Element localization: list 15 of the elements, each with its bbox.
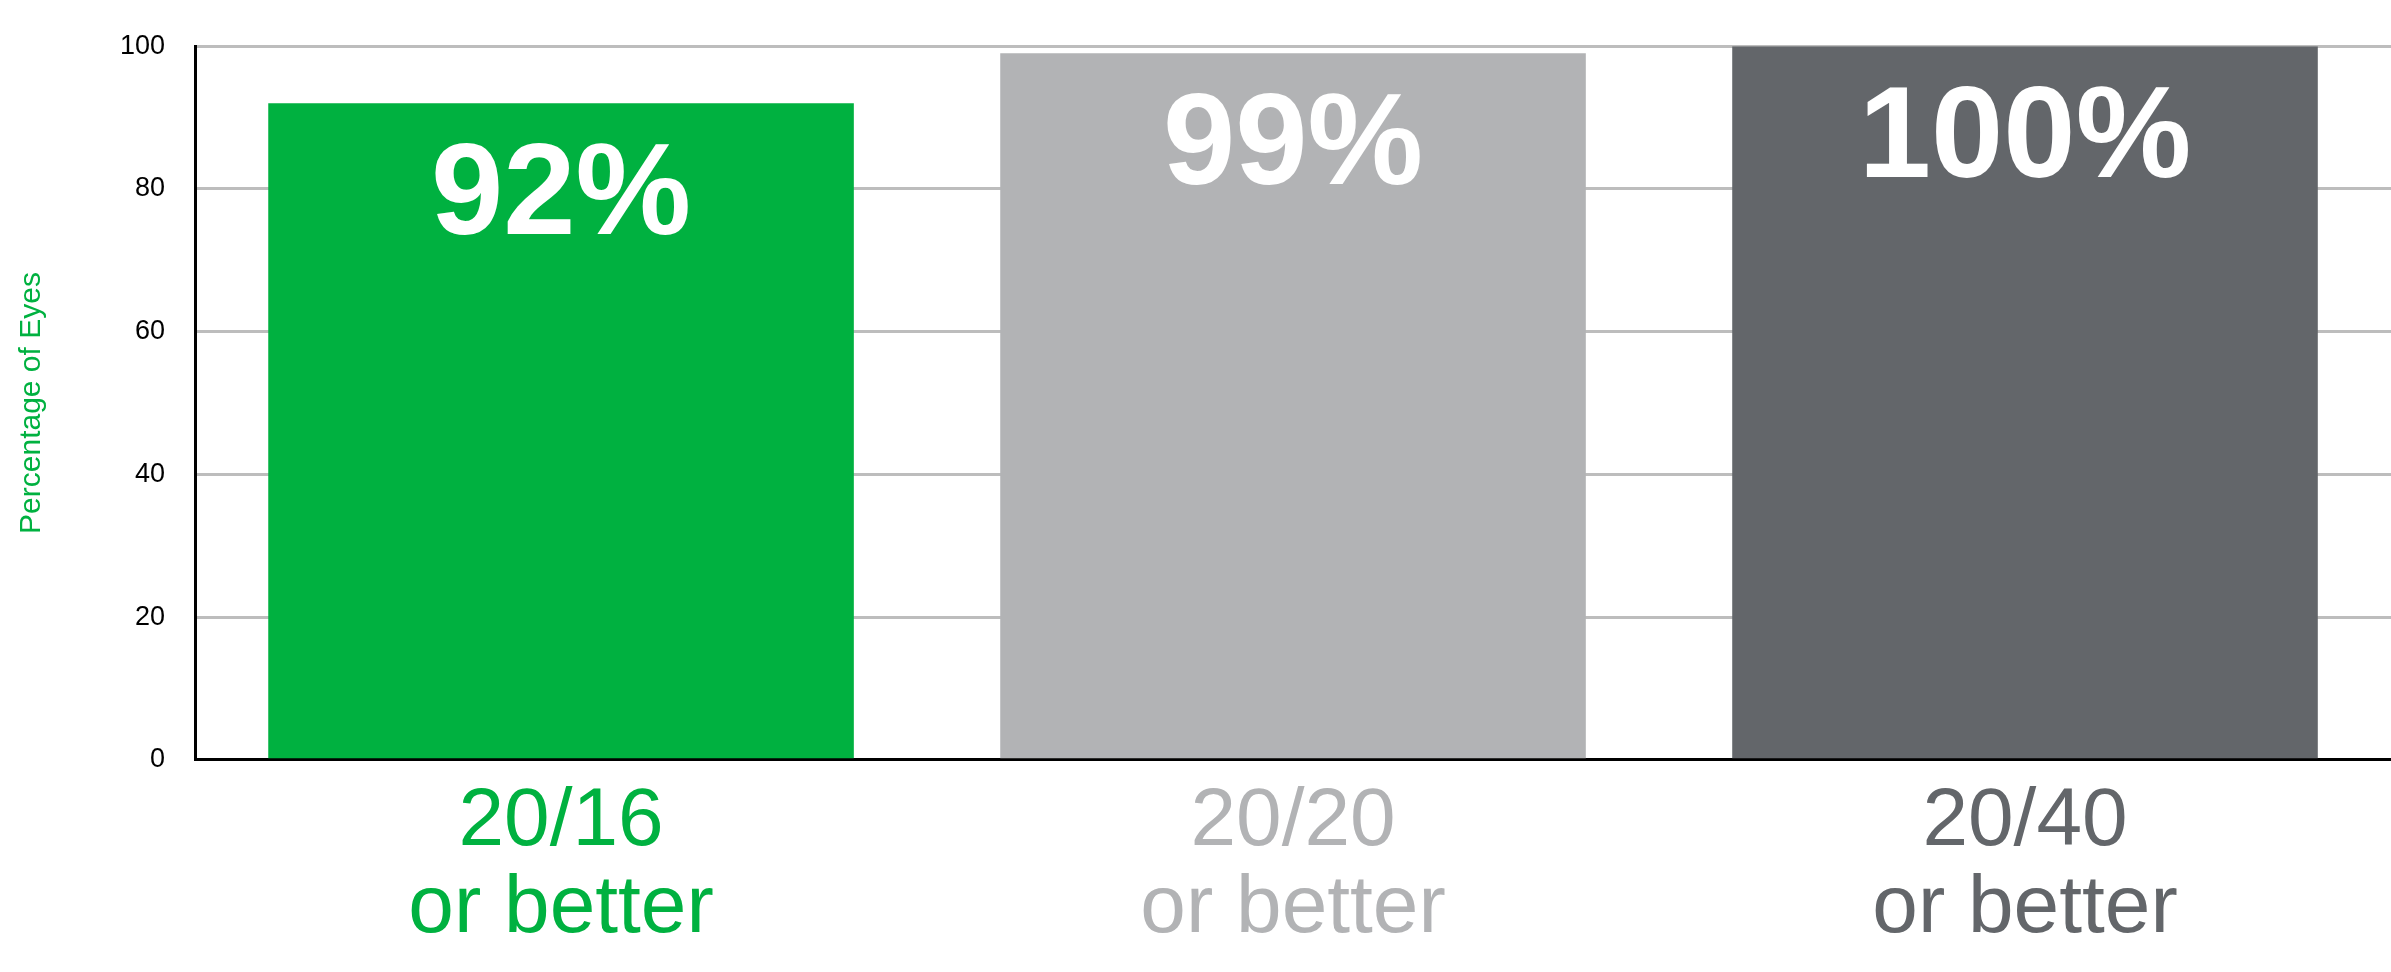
data-label: 100% bbox=[1858, 59, 2192, 206]
y-tick-label: 60 bbox=[135, 315, 166, 346]
data-label: 99% bbox=[1162, 66, 1424, 213]
bar bbox=[1732, 46, 2318, 759]
data-label: 92% bbox=[430, 116, 692, 263]
y-tick-label: 0 bbox=[150, 743, 166, 774]
y-axis-title: Percentage of Eyes bbox=[13, 272, 47, 534]
x-tick-label: 20/16 or better bbox=[408, 771, 714, 949]
x-tick-label: 20/40 or better bbox=[1872, 771, 2178, 949]
x-tick-label: 20/20 or better bbox=[1140, 771, 1446, 949]
y-tick-label: 100 bbox=[119, 29, 166, 60]
bar bbox=[268, 103, 854, 759]
y-tick-label: 40 bbox=[135, 457, 166, 488]
y-tick-label: 20 bbox=[135, 600, 166, 631]
y-tick-label: 80 bbox=[135, 172, 166, 203]
